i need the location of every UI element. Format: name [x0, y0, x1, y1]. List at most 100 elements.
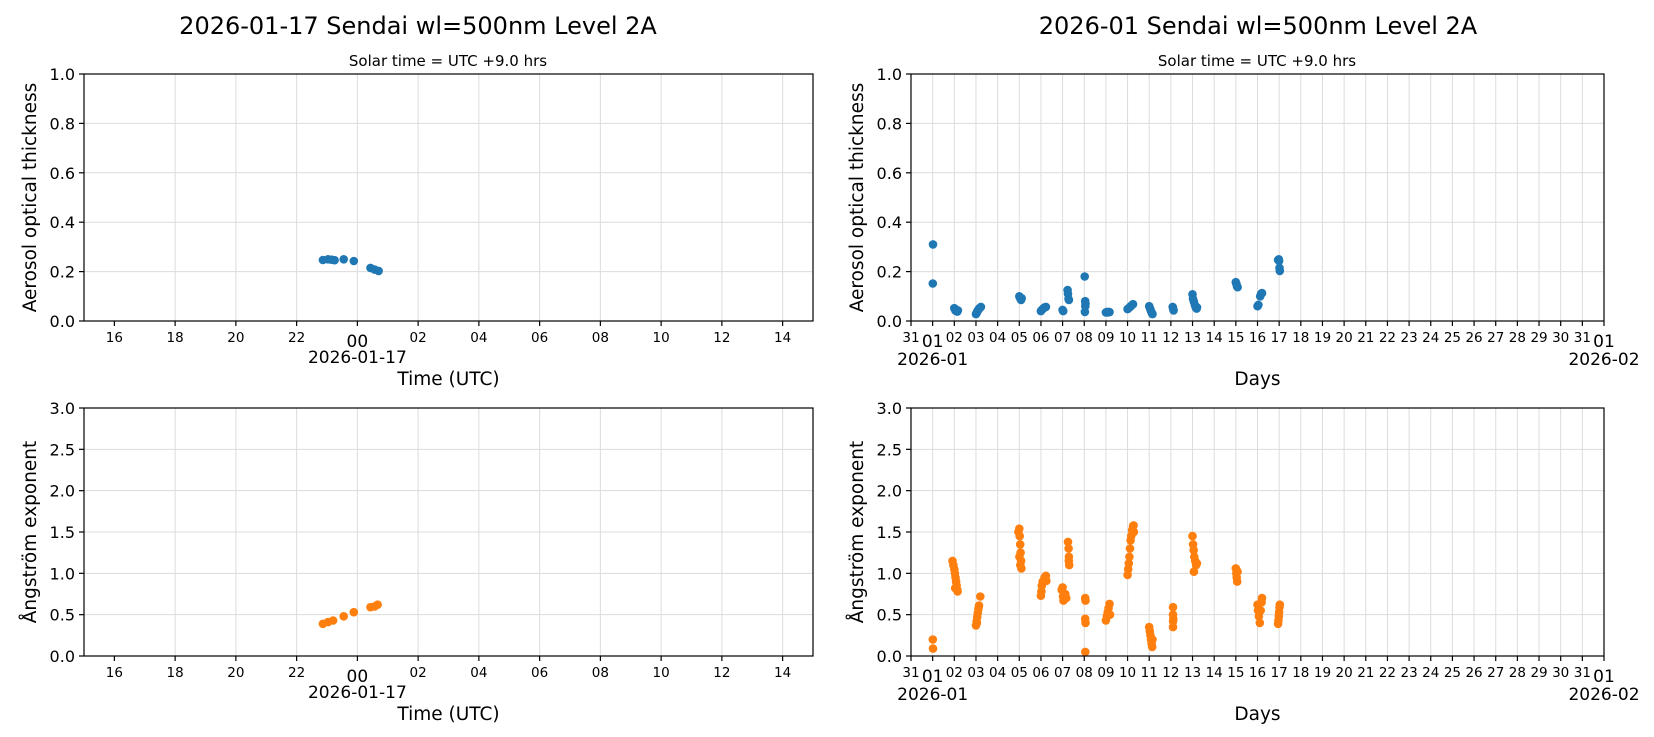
aod-point: [1148, 309, 1157, 319]
x-tick-label: 19: [1314, 330, 1331, 346]
angstrom-point: [950, 583, 960, 593]
x-tick-label: 01: [1593, 667, 1615, 687]
aod-point: [953, 306, 963, 315]
x-tick-label: 13: [1184, 665, 1201, 681]
x-tick-label: 10: [1119, 330, 1136, 346]
y-axis-label: Aerosol optical thickness: [20, 83, 41, 313]
x-tick-label: 14: [774, 665, 791, 681]
x-tick-label: 08: [1076, 665, 1093, 681]
y-tick-label: 3.0: [50, 399, 75, 418]
x-tick-label: 20: [1336, 665, 1353, 681]
aod-point: [1275, 266, 1285, 276]
y-tick-label: 0.0: [50, 647, 75, 666]
y-tick-label: 0.0: [877, 647, 902, 666]
x-tick-label: 18: [1292, 330, 1309, 346]
x-tick-label: 10: [653, 330, 670, 346]
aod-point: [1017, 294, 1026, 303]
x-tick-label: 05: [1011, 330, 1028, 346]
angstrom-point: [928, 644, 938, 653]
angstrom-point: [1105, 599, 1114, 609]
angstrom-point: [1124, 559, 1134, 568]
angstrom-point: [349, 607, 359, 617]
aod-point: [374, 266, 383, 276]
x-tick-label: 24: [1422, 665, 1439, 681]
x-tick-label: 29: [1530, 665, 1547, 681]
daily-aod-plot: 16 18 20 22 00 02 04 06 08 10 12 14 2026-01-17 0.0 0.2…: [20, 65, 814, 390]
x-tick-label: 01: [1593, 332, 1615, 352]
x-axis-label: Days: [1234, 704, 1280, 725]
x-tick-label: 18: [167, 665, 184, 681]
aod-point: [339, 254, 349, 264]
x-tick-label: 03: [967, 330, 984, 346]
x-tick-label: 26: [1465, 330, 1482, 346]
x-tick-label: 25: [1444, 330, 1461, 346]
angstrom-point: [1063, 537, 1073, 547]
y-axis-label: Ångström exponent: [846, 441, 868, 624]
x-tick-label: 04: [989, 665, 1006, 681]
x-tick-label: 22: [288, 330, 305, 346]
x-tick-label: 06: [531, 665, 548, 681]
y-tick-label: 0.5: [877, 606, 902, 625]
x-tick-label: 22: [1379, 330, 1396, 346]
angstrom-point: [1042, 576, 1051, 586]
x-axis-label: Time (UTC): [396, 369, 499, 390]
daily-angstrom-plot: 16 18 20 22 00 02 04 06 08 10 12 14 2026-01-17 0.0 0.5…: [19, 399, 814, 725]
x-tick-label: 17: [1271, 330, 1288, 346]
aod-point: [1233, 282, 1242, 292]
y-tick-label: 2.5: [877, 440, 902, 459]
x-date-label: 2026-01-17: [308, 683, 407, 703]
x-tick-label: 22: [1379, 665, 1396, 681]
x-date-label: 2026-01-17: [308, 348, 407, 368]
x-tick-label: 20: [227, 330, 244, 346]
x-tick-label: 00: [347, 667, 369, 687]
x-tick-label: 18: [167, 330, 184, 346]
angstrom-point: [1189, 567, 1199, 576]
y-tick-label: 0.4: [50, 213, 75, 232]
y-axis-label: Ångström exponent: [19, 441, 41, 624]
y-tick-label: 2.0: [877, 482, 902, 501]
aod-point: [1041, 302, 1051, 312]
x-tick-label: 07: [1054, 665, 1071, 681]
y-tick-label: 2.5: [50, 440, 75, 459]
angstrom-point: [1058, 583, 1067, 592]
axes-frame: [910, 407, 1605, 657]
daily-title: 2026-01-17 Sendai wl=500nm Level 2A: [179, 12, 657, 40]
angstrom-point: [1105, 610, 1115, 619]
angstrom-point: [1256, 606, 1265, 615]
x-tick-label: 14: [774, 330, 791, 346]
x-tick-label: 22: [288, 665, 305, 681]
angstrom-point: [1015, 524, 1024, 533]
y-tick-label: 0.4: [877, 213, 902, 232]
angstrom-point: [1015, 540, 1025, 549]
angstrom-point: [1129, 521, 1138, 530]
angstrom-point: [972, 618, 982, 628]
angstrom-point: [1168, 622, 1178, 632]
x-tick-label: 06: [1032, 330, 1049, 346]
x-tick-label: 13: [1184, 330, 1201, 346]
angstrom-point: [1189, 545, 1198, 555]
aod-point: [1257, 288, 1267, 298]
y-tick-label: 3.0: [877, 399, 902, 418]
angstrom-point: [1015, 552, 1024, 562]
aod-point: [1105, 307, 1114, 317]
angstrom-point: [1233, 567, 1242, 576]
axes-frame: [83, 73, 814, 322]
monthly-subtitle: Solar time = UTC +9.0 hrs: [1158, 52, 1356, 70]
monthly-title: 2026-01 Sendai wl=500nm Level 2A: [1039, 12, 1478, 40]
y-tick-label: 1.0: [877, 564, 902, 583]
monthly-angstrom-plot: 31 01 02 03 04 05 06 07 08 09 10 11 12 13 14 15 16 17 18 19…: [846, 399, 1640, 725]
x-tick-label: 31: [902, 330, 919, 346]
angstrom-point: [339, 612, 349, 621]
y-tick-label: 2.0: [50, 482, 75, 501]
y-tick-label: 0.2: [877, 263, 902, 282]
angstrom-point: [1192, 559, 1202, 568]
angstrom-point: [1169, 614, 1178, 624]
x-tick-label: 16: [106, 665, 123, 681]
y-tick-label: 1.0: [877, 65, 902, 84]
x-tick-label: 14: [1206, 330, 1223, 346]
x-tick-label: 07: [1054, 330, 1071, 346]
x-tick-label: 20: [1336, 330, 1353, 346]
x-tick-label: 28: [1509, 665, 1526, 681]
aod-point: [1080, 307, 1090, 317]
